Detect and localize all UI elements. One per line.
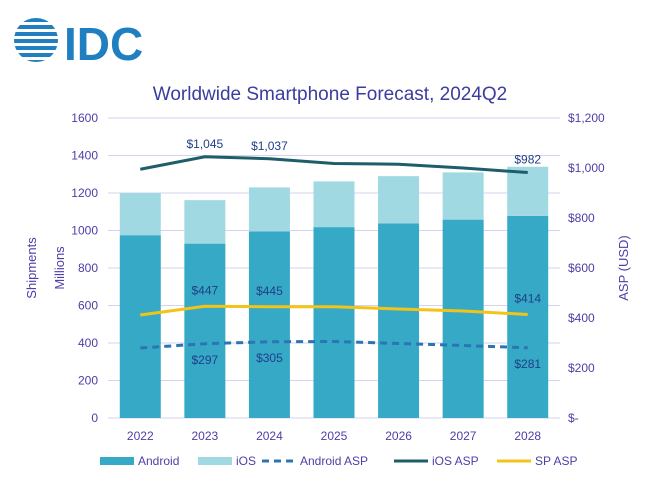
y-tick-label: 800 [78,261,98,275]
legend-swatch-ios [198,457,232,465]
bar-android-2024 [248,231,290,418]
legend-swatch-android [100,457,134,465]
bar-ios-2026 [378,176,420,224]
y-axis-units: Millions [52,246,67,290]
ios-asp-data-label: $1,045 [187,137,224,151]
y-tick-label: 200 [78,374,98,388]
legend-label-sp-asp: SP ASP [535,454,577,468]
android-asp-data-label: $281 [514,357,541,371]
bar-ios-2028 [507,166,549,216]
sp-asp-data-label: $445 [256,284,283,298]
bar-android-2025 [313,227,355,418]
y-tick-label: 1200 [71,186,98,200]
y2-tick-label: $400 [568,311,595,325]
y2-tick-label: $200 [568,361,595,375]
y-tick-label: 0 [91,411,98,425]
globe-icon [14,18,58,62]
bar-ios-2025 [313,181,355,228]
bar-android-2022 [119,235,161,418]
x-tick-label: 2026 [385,429,412,443]
legend-label-ios-asp: iOS ASP [432,454,479,468]
sp-asp-data-label: $447 [192,283,219,297]
android-asp-data-label: $305 [256,351,283,365]
x-tick-label: 2022 [127,429,154,443]
y2-tick-label: $- [568,411,579,425]
bar-ios-2027 [442,172,484,220]
x-tick-label: 2023 [192,429,219,443]
chart-title: Worldwide Smartphone Forecast, 2024Q2 [153,84,508,105]
idc-logo: IDC [14,18,143,70]
x-tick-label: 2024 [256,429,283,443]
android-asp-data-label: $297 [192,353,219,367]
y-tick-label: 1600 [71,111,98,125]
ios-asp-line [140,155,528,174]
legend-label-android-asp: Android ASP [300,454,368,468]
x-tick-label: 2025 [321,429,348,443]
y-tick-label: 400 [78,336,98,350]
bar-android-2023 [184,243,226,418]
bar-ios-2023 [184,200,226,244]
bar-ios-2022 [119,193,161,236]
y2-tick-label: $1,000 [568,161,605,175]
logo-text: IDC [64,18,143,70]
bar-android-2027 [442,219,484,418]
y2-tick-label: $600 [568,261,595,275]
ios-asp-data-label: $1,037 [251,139,288,153]
y2-tick-label: $1,200 [568,111,605,125]
bar-ios-2024 [248,187,290,232]
legend-label-android: Android [138,454,179,468]
y-tick-label: 1000 [71,224,98,238]
y2-tick-label: $800 [568,211,595,225]
y-tick-label: 600 [78,299,98,313]
y-axis-label: Shipments [24,237,39,299]
legend-label-ios: iOS [236,454,256,468]
sp-asp-data-label: $414 [514,292,541,306]
x-tick-label: 2028 [514,429,541,443]
ios-asp-data-label: $982 [514,153,541,167]
y-tick-label: 1400 [71,149,98,163]
x-tick-label: 2027 [450,429,477,443]
y2-axis-label: ASP (USD) [616,235,631,301]
bar-android-2028 [507,215,549,418]
bar-android-2026 [378,223,420,418]
